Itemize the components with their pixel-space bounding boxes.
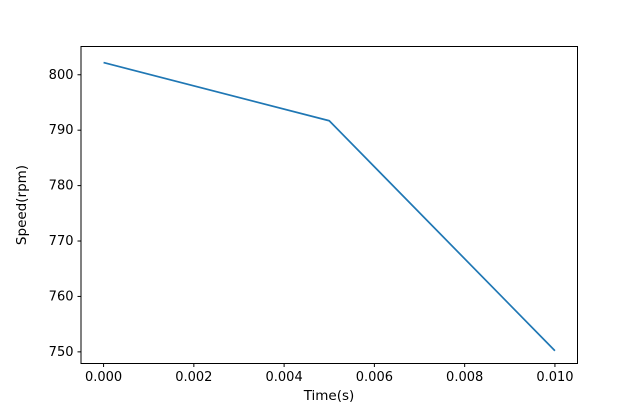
x-tick-label: 0.000 <box>85 370 122 385</box>
y-tick-label: 780 <box>49 179 74 194</box>
y-tick-label: 800 <box>49 68 74 83</box>
y-tick-label: 790 <box>49 123 74 138</box>
x-tick-label: 0.008 <box>446 370 483 385</box>
x-tick-label: 0.002 <box>175 370 212 385</box>
data-line-speed <box>103 61 556 352</box>
y-axis-label: Speed(rpm) <box>14 164 30 246</box>
plot-area-spines <box>80 46 578 364</box>
y-tick-label: 770 <box>49 234 74 249</box>
x-tick-label: 0.006 <box>356 370 393 385</box>
y-tick-label: 760 <box>49 289 74 304</box>
x-tick-label: 0.004 <box>266 370 303 385</box>
x-axis-label: Time(s) <box>303 388 355 404</box>
y-tick-label: 750 <box>49 345 74 360</box>
x-tick-label: 0.010 <box>536 370 573 385</box>
